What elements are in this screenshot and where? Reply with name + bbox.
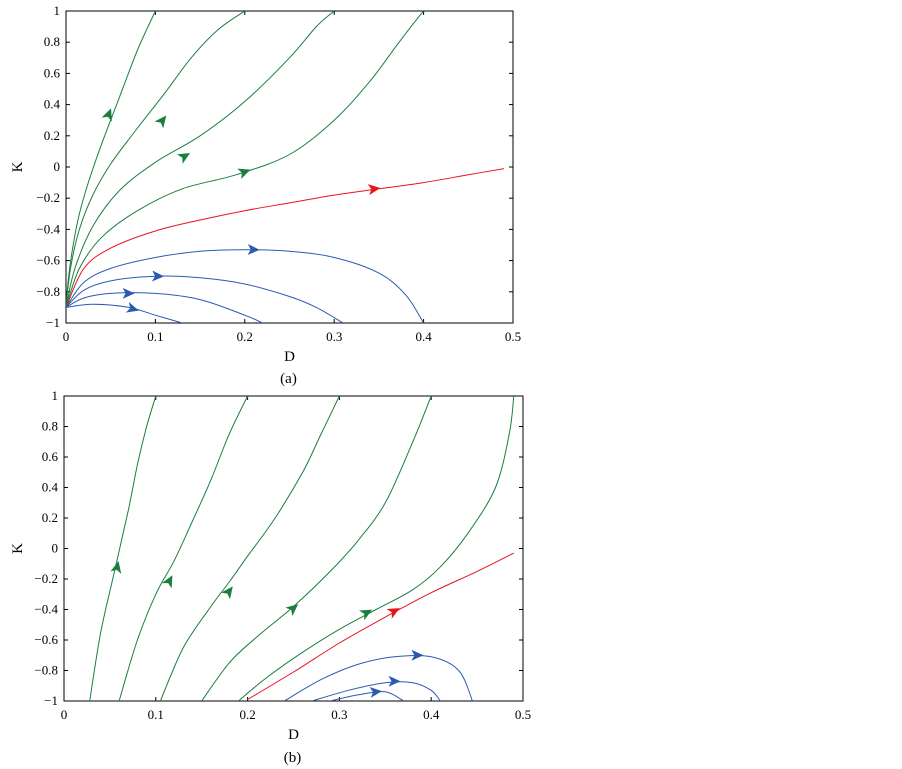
direction-arrow-blue (151, 270, 165, 282)
y-tick-label: 0.2 (44, 128, 60, 143)
direction-arrow-red (367, 184, 381, 196)
direction-arrow-blue (369, 686, 383, 698)
direction-arrow-blue (125, 302, 139, 313)
trajectory-blue-8 (330, 691, 404, 701)
direction-arrow-red (386, 608, 400, 619)
y-tick-label: −0.6 (36, 253, 60, 268)
x-tick-label: 0.1 (148, 707, 164, 722)
x-tick-label: 0.4 (415, 329, 432, 344)
panel-label: (a) (280, 371, 297, 387)
trajectory-green-2 (159, 396, 340, 701)
trajectory-green-3 (66, 11, 424, 308)
trajectory-green-1 (118, 396, 249, 701)
x-tick-label: 0.2 (239, 707, 255, 722)
trajectory-green-1 (66, 11, 246, 308)
y-tick-label: −1 (44, 693, 58, 708)
y-axis-label: K (10, 161, 26, 172)
direction-arrow-blue (247, 243, 260, 255)
x-tick-label: 0.2 (237, 329, 253, 344)
direction-arrow-green (161, 575, 173, 589)
y-tick-label: 0.4 (44, 97, 61, 112)
direction-arrow-green (176, 153, 191, 164)
x-tick-label: 0.4 (423, 707, 440, 722)
chart-panel-b: 0 0.1 0.2 0.3 0.4 0.5 −1 −0.8 −0.6 −0.4 −0.2 0 0.2 0.… (10, 388, 531, 766)
direction-arrow-blue (122, 287, 135, 299)
y-tick-label: 0.8 (42, 419, 58, 434)
x-tick-label: 0.5 (505, 329, 521, 344)
x-tick-label: 0 (61, 707, 68, 722)
y-tick-label: 0.2 (42, 510, 58, 525)
y-tick-label: −0.4 (36, 221, 60, 236)
trajectory-red-5 (247, 552, 515, 700)
x-axis-label: D (284, 349, 295, 365)
direction-arrow-green (110, 560, 122, 574)
y-axis-label: K (10, 543, 26, 554)
x-tick-label: 0.3 (331, 707, 347, 722)
x-tick-label: 0 (63, 329, 70, 344)
trajectory-blue-5 (66, 249, 425, 323)
x-tick-label: 0.5 (515, 707, 531, 722)
direction-arrow-green (359, 609, 373, 621)
trajectory-blue-6 (66, 275, 344, 323)
y-tick-label: −0.8 (34, 663, 58, 678)
y-tick-label: 0.8 (44, 34, 60, 49)
y-tick-label: 0 (54, 159, 61, 174)
trajectory-green-4 (238, 396, 515, 701)
y-tick-label: 0.6 (44, 65, 61, 80)
chart-panel-a: 0 0.1 0.2 0.3 0.4 0.5 −1 −0.8 −0.6 −0.4 −0.2 0 0.2 0.… (10, 3, 521, 387)
y-tick-label: 1 (54, 3, 61, 18)
trajectory-red-4 (66, 168, 505, 308)
y-tick-label: −0.2 (36, 190, 60, 205)
direction-arrow-green (237, 168, 251, 179)
trajectory-green-0 (89, 396, 157, 701)
direction-arrow-green (221, 586, 233, 600)
y-tick-label: −1 (46, 315, 60, 330)
trajectory-green-2 (66, 11, 335, 308)
y-tick-label: −0.6 (34, 632, 58, 647)
direction-arrow-green (154, 115, 167, 129)
y-tick-label: 0.6 (42, 449, 59, 464)
x-tick-label: 0.1 (147, 329, 163, 344)
y-tick-label: 1 (52, 388, 59, 403)
y-tick-label: −0.8 (36, 284, 60, 299)
trajectory-blue-7 (66, 292, 263, 323)
trajectory-green-0 (66, 11, 156, 308)
x-tick-label: 0.3 (326, 329, 342, 344)
trajectory-blue-6 (284, 654, 473, 701)
direction-arrow-green (285, 604, 299, 617)
y-tick-label: −0.2 (34, 571, 58, 586)
y-tick-label: −0.4 (34, 602, 58, 617)
trajectory-green-3 (201, 396, 432, 701)
trajectory-blue-8 (66, 303, 183, 323)
direction-arrow-blue (388, 675, 401, 687)
y-tick-label: 0.4 (42, 480, 59, 495)
panel-label: (b) (284, 750, 302, 766)
x-axis-label: D (288, 727, 299, 743)
direction-arrow-green (101, 108, 112, 122)
y-tick-label: 0 (52, 541, 59, 556)
direction-arrow-blue (411, 649, 424, 661)
trajectory-blue-7 (311, 681, 441, 701)
